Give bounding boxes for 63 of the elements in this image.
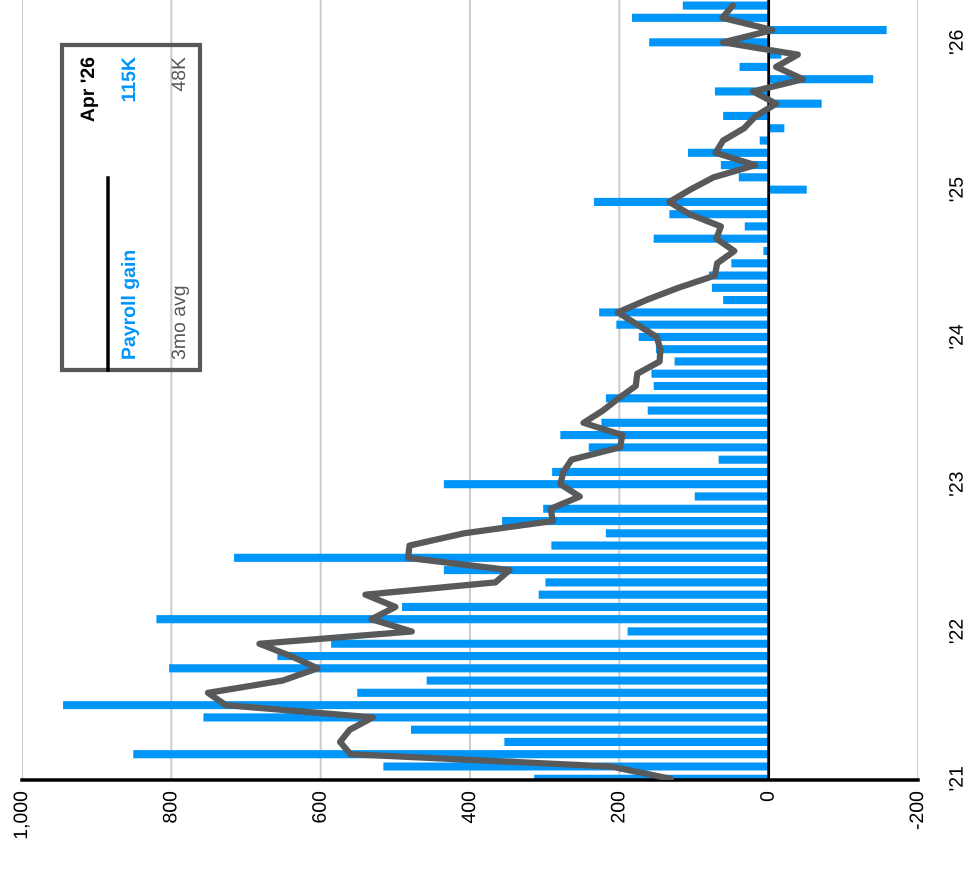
bar — [674, 357, 769, 366]
bar — [654, 234, 769, 243]
bar — [203, 713, 769, 722]
bar — [768, 26, 887, 34]
bar — [648, 406, 769, 415]
bar — [560, 431, 769, 440]
bar — [63, 701, 769, 710]
x-tick-label: 1,000 — [13, 792, 30, 838]
bar — [551, 542, 769, 550]
bar — [606, 529, 769, 538]
bar — [768, 186, 807, 194]
bar — [444, 480, 769, 488]
bar — [731, 259, 769, 268]
x-tick-label: 800 — [162, 792, 177, 823]
x-tick-label: 400 — [461, 792, 476, 824]
text: Payroll gain — [120, 250, 140, 359]
bar — [744, 222, 769, 230]
x-tick-label: -200 — [909, 792, 924, 830]
bar — [426, 676, 769, 685]
bar — [156, 615, 769, 624]
bar — [738, 173, 769, 182]
bar — [654, 382, 769, 390]
bar — [545, 578, 769, 586]
x-tick-label: 0 — [760, 792, 774, 802]
y-tick-label: '26 — [949, 30, 963, 54]
bar — [768, 124, 784, 132]
bar — [594, 198, 769, 206]
bar — [718, 456, 769, 464]
y-tick-label: '22 — [949, 620, 963, 644]
bar — [504, 738, 769, 746]
bar — [638, 332, 769, 341]
bar — [656, 345, 769, 354]
x-tick-label: 200 — [610, 792, 625, 823]
bar — [628, 627, 769, 636]
bar — [616, 320, 769, 329]
bar — [694, 492, 769, 501]
bar — [601, 418, 769, 427]
bar — [234, 554, 769, 562]
bar — [712, 284, 769, 292]
bar — [411, 726, 769, 734]
y-tick-label: '21 — [949, 767, 963, 790]
annotation: 115K — [122, 57, 136, 102]
bar — [606, 394, 769, 402]
bar — [723, 296, 769, 304]
bar — [552, 468, 769, 476]
annotation: 48K — [171, 57, 186, 92]
x-tick-label: 600 — [312, 792, 326, 823]
bar — [651, 370, 769, 378]
bar — [357, 688, 769, 697]
annotation: Apr '26 — [80, 58, 98, 122]
bar — [402, 602, 769, 611]
bar — [277, 652, 769, 660]
bar — [169, 664, 769, 672]
bar — [682, 1, 769, 10]
bar — [599, 308, 769, 316]
bar — [538, 590, 769, 599]
bar — [543, 504, 769, 513]
bar — [740, 62, 769, 71]
y-tick-label: '25 — [949, 178, 963, 202]
bar — [331, 640, 769, 648]
y-tick-label: '24 — [949, 324, 963, 349]
text: 3mo avg — [171, 286, 190, 360]
y-tick-label: '23 — [949, 472, 963, 496]
